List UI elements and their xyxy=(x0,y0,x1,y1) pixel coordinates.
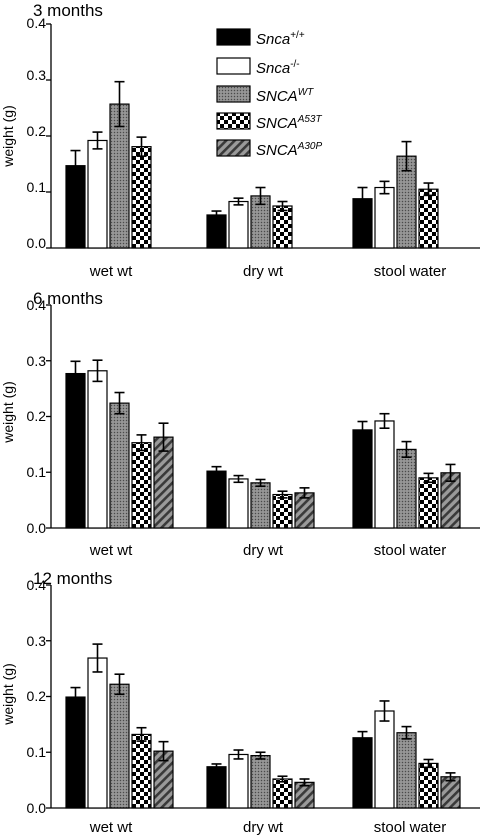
y-tick-label: 0.2 xyxy=(27,123,47,139)
panel-3-months: 3 months weight (g) 0.0 0.1 0.2 0.3 0.4 … xyxy=(0,1,480,280)
bar-checker xyxy=(272,493,293,529)
bar-white xyxy=(87,657,108,809)
legend-swatch-hatch xyxy=(216,139,251,157)
panel-title: 3 months xyxy=(33,1,103,20)
bar-black xyxy=(206,470,227,529)
bar-black xyxy=(352,429,373,529)
bar-black xyxy=(206,214,227,249)
y-tick-labels: 0.0 0.1 0.2 0.3 0.4 xyxy=(27,15,47,251)
y-axis-label: weight (g) xyxy=(0,381,16,443)
y-tick-label: 0.2 xyxy=(27,688,47,704)
legend-label: Snca-/- xyxy=(256,59,300,77)
x-tick-label: dry wt xyxy=(243,542,284,559)
legend-label: SNCAA53T xyxy=(256,114,322,132)
y-tick-label: 0.4 xyxy=(27,15,47,31)
legend-item-snca-a53t: SNCAA53T xyxy=(216,112,322,132)
bar-dots xyxy=(396,448,417,529)
bar-black xyxy=(65,696,86,809)
y-tick-labels: 0.0 0.1 0.2 0.3 0.4 xyxy=(27,577,47,816)
bar-checker xyxy=(418,188,439,249)
bar-checker xyxy=(418,477,439,529)
y-tick-label: 0.1 xyxy=(27,179,47,195)
plot-area-3-months xyxy=(46,23,480,249)
plot-area-6-months xyxy=(46,304,480,529)
y-tick-label: 0.4 xyxy=(27,297,47,313)
bar-dots xyxy=(250,754,271,809)
y-tick-label: 0.0 xyxy=(27,235,47,251)
bar-black xyxy=(206,766,227,809)
bar-white xyxy=(228,200,249,249)
bar-white xyxy=(87,370,108,529)
y-tick-label: 0.3 xyxy=(27,67,47,83)
legend-item-snca-wt-mouse: Snca+/+ xyxy=(216,28,305,48)
legend-item-snca-human-wt: SNCAWT xyxy=(216,85,314,105)
x-tick-label: dry wt xyxy=(243,263,284,280)
bar-white xyxy=(374,710,395,809)
bar-white xyxy=(374,186,395,249)
legend-swatch-white xyxy=(216,57,251,75)
bar-white xyxy=(228,753,249,809)
legend-label: Snca+/+ xyxy=(256,30,305,48)
x-tick-label: stool water xyxy=(374,542,447,559)
bar-checker xyxy=(131,442,152,529)
x-tick-labels: wet wt dry wt stool water xyxy=(89,819,447,836)
y-tick-label: 0.1 xyxy=(27,744,47,760)
bar-white xyxy=(228,478,249,529)
x-tick-label: wet wt xyxy=(89,542,133,559)
y-tick-label: 0.3 xyxy=(27,353,47,369)
legend: Snca+/+ Snca-/- SNCAWT SNCAA53T SNCAA30P xyxy=(216,28,322,159)
legend-item-snca-knockout: Snca-/- xyxy=(216,57,300,77)
bar-checker xyxy=(272,778,293,809)
y-tick-labels: 0.0 0.1 0.2 0.3 0.4 xyxy=(27,297,47,536)
legend-swatch-black xyxy=(216,28,251,46)
bar-dots xyxy=(109,402,130,529)
bar-checker xyxy=(418,762,439,809)
x-tick-label: wet wt xyxy=(89,819,133,836)
y-axis-label: weight (g) xyxy=(0,105,16,167)
y-tick-label: 0.4 xyxy=(27,577,47,593)
legend-swatch-dots xyxy=(216,85,251,103)
y-tick-label: 0.3 xyxy=(27,633,47,649)
plot-area-12-months xyxy=(46,584,480,809)
bar-dots xyxy=(250,482,271,529)
y-tick-label: 0.0 xyxy=(27,520,47,536)
legend-item-snca-a30p: SNCAA30P xyxy=(216,139,322,159)
bar-white xyxy=(87,139,108,249)
x-tick-labels: wet wt dry wt stool water xyxy=(89,542,447,559)
bar-black xyxy=(65,372,86,529)
legend-label: SNCAWT xyxy=(256,87,314,105)
x-tick-label: stool water xyxy=(374,819,447,836)
legend-label: SNCAA30P xyxy=(256,141,322,159)
panel-title: 12 months xyxy=(33,569,112,588)
bar-checker xyxy=(131,733,152,809)
panel-title: 6 months xyxy=(33,289,103,308)
bar-dots xyxy=(109,683,130,809)
x-tick-label: dry wt xyxy=(243,819,284,836)
x-tick-label: stool water xyxy=(374,263,447,280)
legend-swatch-checker xyxy=(216,112,251,130)
bar-black xyxy=(352,737,373,809)
y-tick-label: 0.1 xyxy=(27,464,47,480)
panel-6-months: 6 months weight (g) 0.0 0.1 0.2 0.3 0.4 … xyxy=(0,289,480,559)
y-axis-label: weight (g) xyxy=(0,663,16,725)
panel-12-months: 12 months weight (g) 0.0 0.1 0.2 0.3 0.4… xyxy=(0,569,480,836)
bar-checker xyxy=(131,146,152,249)
bar-checker xyxy=(272,205,293,249)
y-tick-label: 0.0 xyxy=(27,800,47,816)
x-tick-labels: wet wt dry wt stool water xyxy=(89,263,447,280)
bar-white xyxy=(374,420,395,529)
bar-dots xyxy=(396,732,417,809)
x-tick-label: wet wt xyxy=(89,263,133,280)
y-tick-label: 0.2 xyxy=(27,408,47,424)
